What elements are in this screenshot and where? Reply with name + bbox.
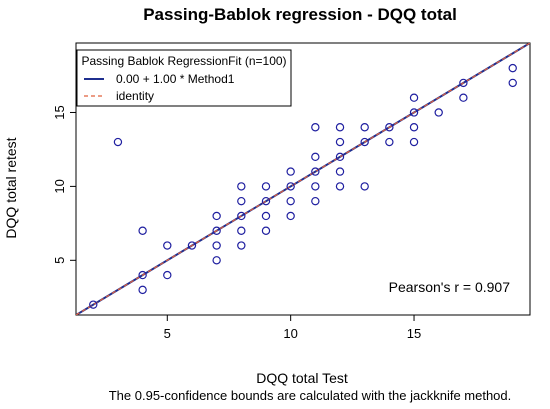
data-point xyxy=(286,196,295,206)
plot-area: 5 10 15 5 10 15 xyxy=(52,42,531,341)
data-point xyxy=(261,196,271,206)
data-point xyxy=(138,226,147,235)
data-point xyxy=(286,167,295,176)
data-point xyxy=(163,270,172,280)
data-point xyxy=(360,123,369,132)
data-point xyxy=(113,137,123,147)
data-point xyxy=(311,123,320,132)
legend-title: Passing Bablok RegressionFit (n=100) xyxy=(81,54,286,68)
data-point xyxy=(212,241,221,250)
data-point xyxy=(237,241,246,250)
x-tick-label: 5 xyxy=(164,326,171,341)
data-point xyxy=(385,137,394,147)
data-point xyxy=(311,167,320,176)
data-point xyxy=(138,285,147,295)
data-point xyxy=(187,241,197,250)
data-point xyxy=(409,108,419,117)
data-point xyxy=(311,196,320,206)
data-point xyxy=(508,63,517,73)
footnote: The 0.95-confidence bounds are calculate… xyxy=(109,388,512,403)
data-point xyxy=(311,152,320,162)
legend-entry-identity: identity xyxy=(116,89,154,103)
data-point xyxy=(261,182,271,191)
data-point xyxy=(212,256,221,265)
data-point xyxy=(286,182,295,191)
data-point xyxy=(237,182,246,191)
identity-line xyxy=(76,43,530,315)
data-point xyxy=(335,182,345,191)
legend-box xyxy=(76,49,292,107)
data-point xyxy=(335,137,345,147)
data-point xyxy=(335,123,345,132)
data-point xyxy=(138,270,147,280)
data-point xyxy=(360,137,369,147)
data-point xyxy=(163,241,172,250)
data-point xyxy=(286,211,295,221)
legend: Passing Bablok RegressionFit (n=100) 0.0… xyxy=(76,49,292,107)
x-axis-label: DQQ total Test xyxy=(256,370,348,386)
data-point xyxy=(212,226,221,235)
y-tick-label: 15 xyxy=(52,105,67,119)
data-point xyxy=(508,78,517,88)
data-point xyxy=(409,93,419,102)
x-tick-label: 15 xyxy=(407,326,421,341)
y-tick-label: 5 xyxy=(52,257,67,264)
data-point xyxy=(212,211,221,221)
data-point xyxy=(237,226,246,235)
data-point xyxy=(409,123,419,132)
y-tick-label: 10 xyxy=(52,179,67,193)
x-tick-label: 10 xyxy=(283,326,297,341)
y-axis-label: DQQ total retest xyxy=(3,137,19,238)
data-point xyxy=(261,226,271,235)
data-point xyxy=(409,137,419,147)
plot-frame xyxy=(75,42,531,316)
chart-title: Passing-Bablok regression - DQQ total xyxy=(143,5,457,24)
legend-entry-fit: 0.00 + 1.00 * Method1 xyxy=(116,72,235,86)
data-point xyxy=(237,211,246,221)
data-point xyxy=(335,167,345,176)
data-point xyxy=(261,211,271,221)
data-point xyxy=(434,108,443,117)
data-point xyxy=(311,182,320,191)
data-point xyxy=(385,123,394,132)
data-point xyxy=(237,196,246,206)
data-point xyxy=(89,300,98,309)
data-point xyxy=(360,182,369,191)
pearson-annotation: Pearson's r = 0.907 xyxy=(389,279,511,295)
data-point xyxy=(459,93,468,102)
data-point xyxy=(335,152,345,162)
data-point xyxy=(459,78,468,88)
